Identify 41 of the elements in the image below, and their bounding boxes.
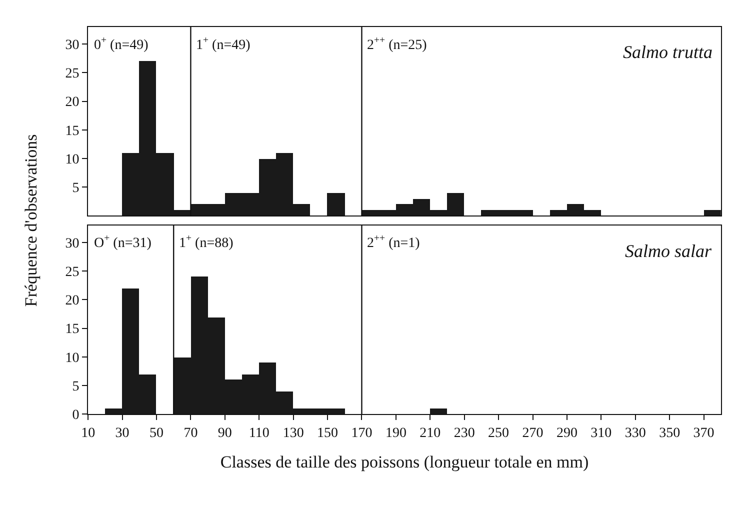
x-tick-label: 170 (351, 426, 372, 442)
y-tick-label: 15 (65, 124, 80, 139)
y-axis-title: Fréquence d'observations (22, 134, 41, 307)
annotation: Salmo salar (625, 241, 713, 261)
y-tick-label: 10 (65, 350, 80, 366)
annotation: 2$^{++}$ (n=25) (367, 35, 428, 53)
annotation: O$^{+}$ (n=31) (94, 233, 152, 251)
x-tick-label: 50 (150, 426, 164, 442)
x-tick-label: 30 (115, 426, 130, 442)
x-tick-label: 370 (693, 426, 714, 442)
y-tick-label: 30 (65, 236, 80, 252)
y-tick-label: 5 (72, 379, 80, 394)
y-tick-label: 5 (72, 181, 80, 196)
x-tick-label: 290 (556, 426, 578, 442)
x-tick-label: 230 (454, 426, 475, 442)
x-tick-label: 90 (218, 426, 232, 442)
annotation: 0$^{+}$ (n=49) (94, 35, 149, 53)
annotation: 1$^{+}$ (n=49) (196, 35, 251, 53)
y-tick-label: 20 (65, 95, 80, 110)
y-tick-label: 25 (65, 66, 80, 82)
x-tick-label: 70 (184, 426, 198, 442)
x-tick-label: 270 (522, 426, 544, 442)
y-tick-label: 25 (65, 265, 80, 280)
y-tick-label: 0 (72, 408, 80, 424)
x-tick-label: 330 (624, 426, 646, 442)
y-tick-label: 15 (65, 322, 80, 338)
x-tick-label: 130 (282, 426, 304, 442)
annotation: 1$^{+}$ (n=88) (179, 233, 234, 251)
x-tick-label: 350 (659, 426, 680, 442)
x-tick-label: 150 (317, 426, 338, 442)
annotation: Salmo trutta (623, 42, 713, 62)
y-tick-label: 20 (65, 294, 80, 309)
x-tick-label: 310 (590, 426, 612, 442)
x-tick-label: 190 (385, 426, 406, 442)
annotation: 2$^{++}$ (n=1) (367, 233, 420, 251)
x-tick-label: 210 (420, 426, 441, 442)
x-tick-label: 110 (248, 426, 270, 442)
y-tick-label: 10 (65, 152, 80, 168)
x-tick-label: 250 (488, 426, 510, 442)
x-axis-title: Classes de taille des poissons (longueur totale en mm) (220, 452, 589, 472)
y-tick-label: 30 (65, 38, 80, 53)
